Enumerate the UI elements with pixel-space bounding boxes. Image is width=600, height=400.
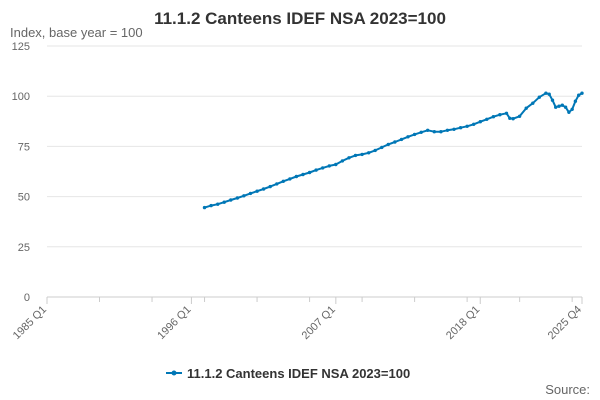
y-tick-label: 0	[24, 292, 30, 304]
data-point[interactable]	[498, 113, 502, 117]
legend[interactable]: 11.1.2 Canteens IDEF NSA 2023=100	[166, 366, 410, 381]
data-point[interactable]	[288, 177, 292, 181]
data-point[interactable]	[242, 194, 246, 198]
data-point[interactable]	[478, 120, 482, 124]
gridlines	[47, 45, 582, 248]
data-point[interactable]	[511, 117, 515, 121]
data-point[interactable]	[452, 127, 456, 131]
data-point[interactable]	[386, 142, 390, 147]
y-tick-label: 25	[18, 242, 30, 254]
legend-dot-marker	[171, 370, 177, 376]
data-point[interactable]	[472, 122, 476, 127]
data-point[interactable]	[327, 164, 331, 168]
data-point[interactable]	[367, 151, 371, 155]
x-tick-label: 2025 Q4	[546, 304, 584, 342]
data-point[interactable]	[412, 132, 417, 137]
y-tick-label: 100	[12, 91, 30, 103]
data-point[interactable]	[347, 156, 351, 160]
data-point[interactable]	[491, 115, 496, 119]
data-point[interactable]	[248, 191, 253, 196]
x-tick-label: 2018 Q1	[444, 304, 482, 342]
data-point[interactable]	[209, 203, 213, 208]
y-tick-label: 50	[18, 192, 30, 204]
data-point[interactable]	[544, 91, 548, 95]
data-point[interactable]	[419, 130, 423, 134]
data-point[interactable]	[432, 130, 436, 134]
data-point[interactable]	[485, 117, 489, 122]
data-point[interactable]	[229, 198, 233, 202]
data-point[interactable]	[294, 174, 299, 179]
data-point[interactable]	[445, 128, 450, 132]
data-point[interactable]	[570, 107, 574, 112]
data-point[interactable]	[235, 196, 240, 200]
series-group	[202, 91, 584, 210]
data-point[interactable]	[373, 148, 377, 153]
data-point[interactable]	[281, 179, 285, 183]
data-point[interactable]	[567, 110, 571, 115]
data-point[interactable]	[202, 205, 207, 210]
data-point[interactable]	[340, 159, 345, 163]
data-point[interactable]	[557, 104, 561, 108]
data-point[interactable]	[380, 145, 384, 150]
legend-label: 11.1.2 Canteens IDEF NSA 2023=100	[187, 366, 410, 381]
data-point[interactable]	[517, 114, 522, 119]
data-point[interactable]	[261, 187, 266, 191]
data-point[interactable]	[314, 168, 318, 172]
x-tick-label: 1996 Q1	[155, 304, 193, 342]
data-point[interactable]	[458, 126, 463, 130]
data-point[interactable]	[439, 130, 443, 134]
y-axis-ticks: 0 25 50 75 100 125	[12, 41, 30, 304]
data-point[interactable]	[255, 189, 259, 193]
data-point[interactable]	[550, 98, 555, 102]
data-point[interactable]	[560, 103, 564, 107]
data-point[interactable]	[321, 166, 325, 170]
data-point[interactable]	[573, 99, 578, 103]
data-point[interactable]	[508, 116, 512, 121]
data-point[interactable]	[406, 135, 410, 139]
data-point[interactable]	[537, 95, 541, 99]
y-axis-label: Index, base year = 100	[10, 25, 143, 40]
data-point[interactable]	[301, 172, 305, 177]
data-point[interactable]	[275, 182, 279, 186]
data-point[interactable]	[307, 170, 312, 175]
data-point[interactable]	[580, 91, 584, 95]
source-label: Source:	[545, 382, 590, 397]
data-point[interactable]	[399, 137, 404, 142]
data-point[interactable]	[360, 152, 364, 157]
data-point[interactable]	[577, 93, 581, 97]
data-point[interactable]	[268, 184, 272, 189]
data-point[interactable]	[504, 111, 509, 116]
data-point[interactable]	[222, 200, 226, 204]
data-point[interactable]	[465, 124, 469, 128]
data-point[interactable]	[393, 140, 397, 144]
data-point[interactable]	[547, 92, 551, 96]
data-point[interactable]	[216, 202, 220, 206]
data-point[interactable]	[426, 128, 430, 132]
data-point[interactable]	[531, 101, 535, 105]
data-point[interactable]	[554, 105, 558, 109]
data-point[interactable]	[353, 153, 358, 158]
data-point[interactable]	[334, 162, 338, 167]
data-point[interactable]	[563, 105, 568, 109]
y-tick-label: 75	[18, 141, 30, 153]
x-tick-label: 1985 Q1	[11, 304, 49, 342]
x-tick-label: 2007 Q1	[300, 304, 338, 342]
y-tick-label: 125	[12, 41, 30, 53]
x-axis-ticks: 1985 Q1 1996 Q1 2007 Q1 2018 Q1 2025 Q4	[11, 297, 584, 342]
data-point[interactable]	[524, 106, 528, 110]
series-line	[204, 92, 583, 209]
chart-title: 11.1.2 Canteens IDEF NSA 2023=100	[154, 9, 446, 28]
